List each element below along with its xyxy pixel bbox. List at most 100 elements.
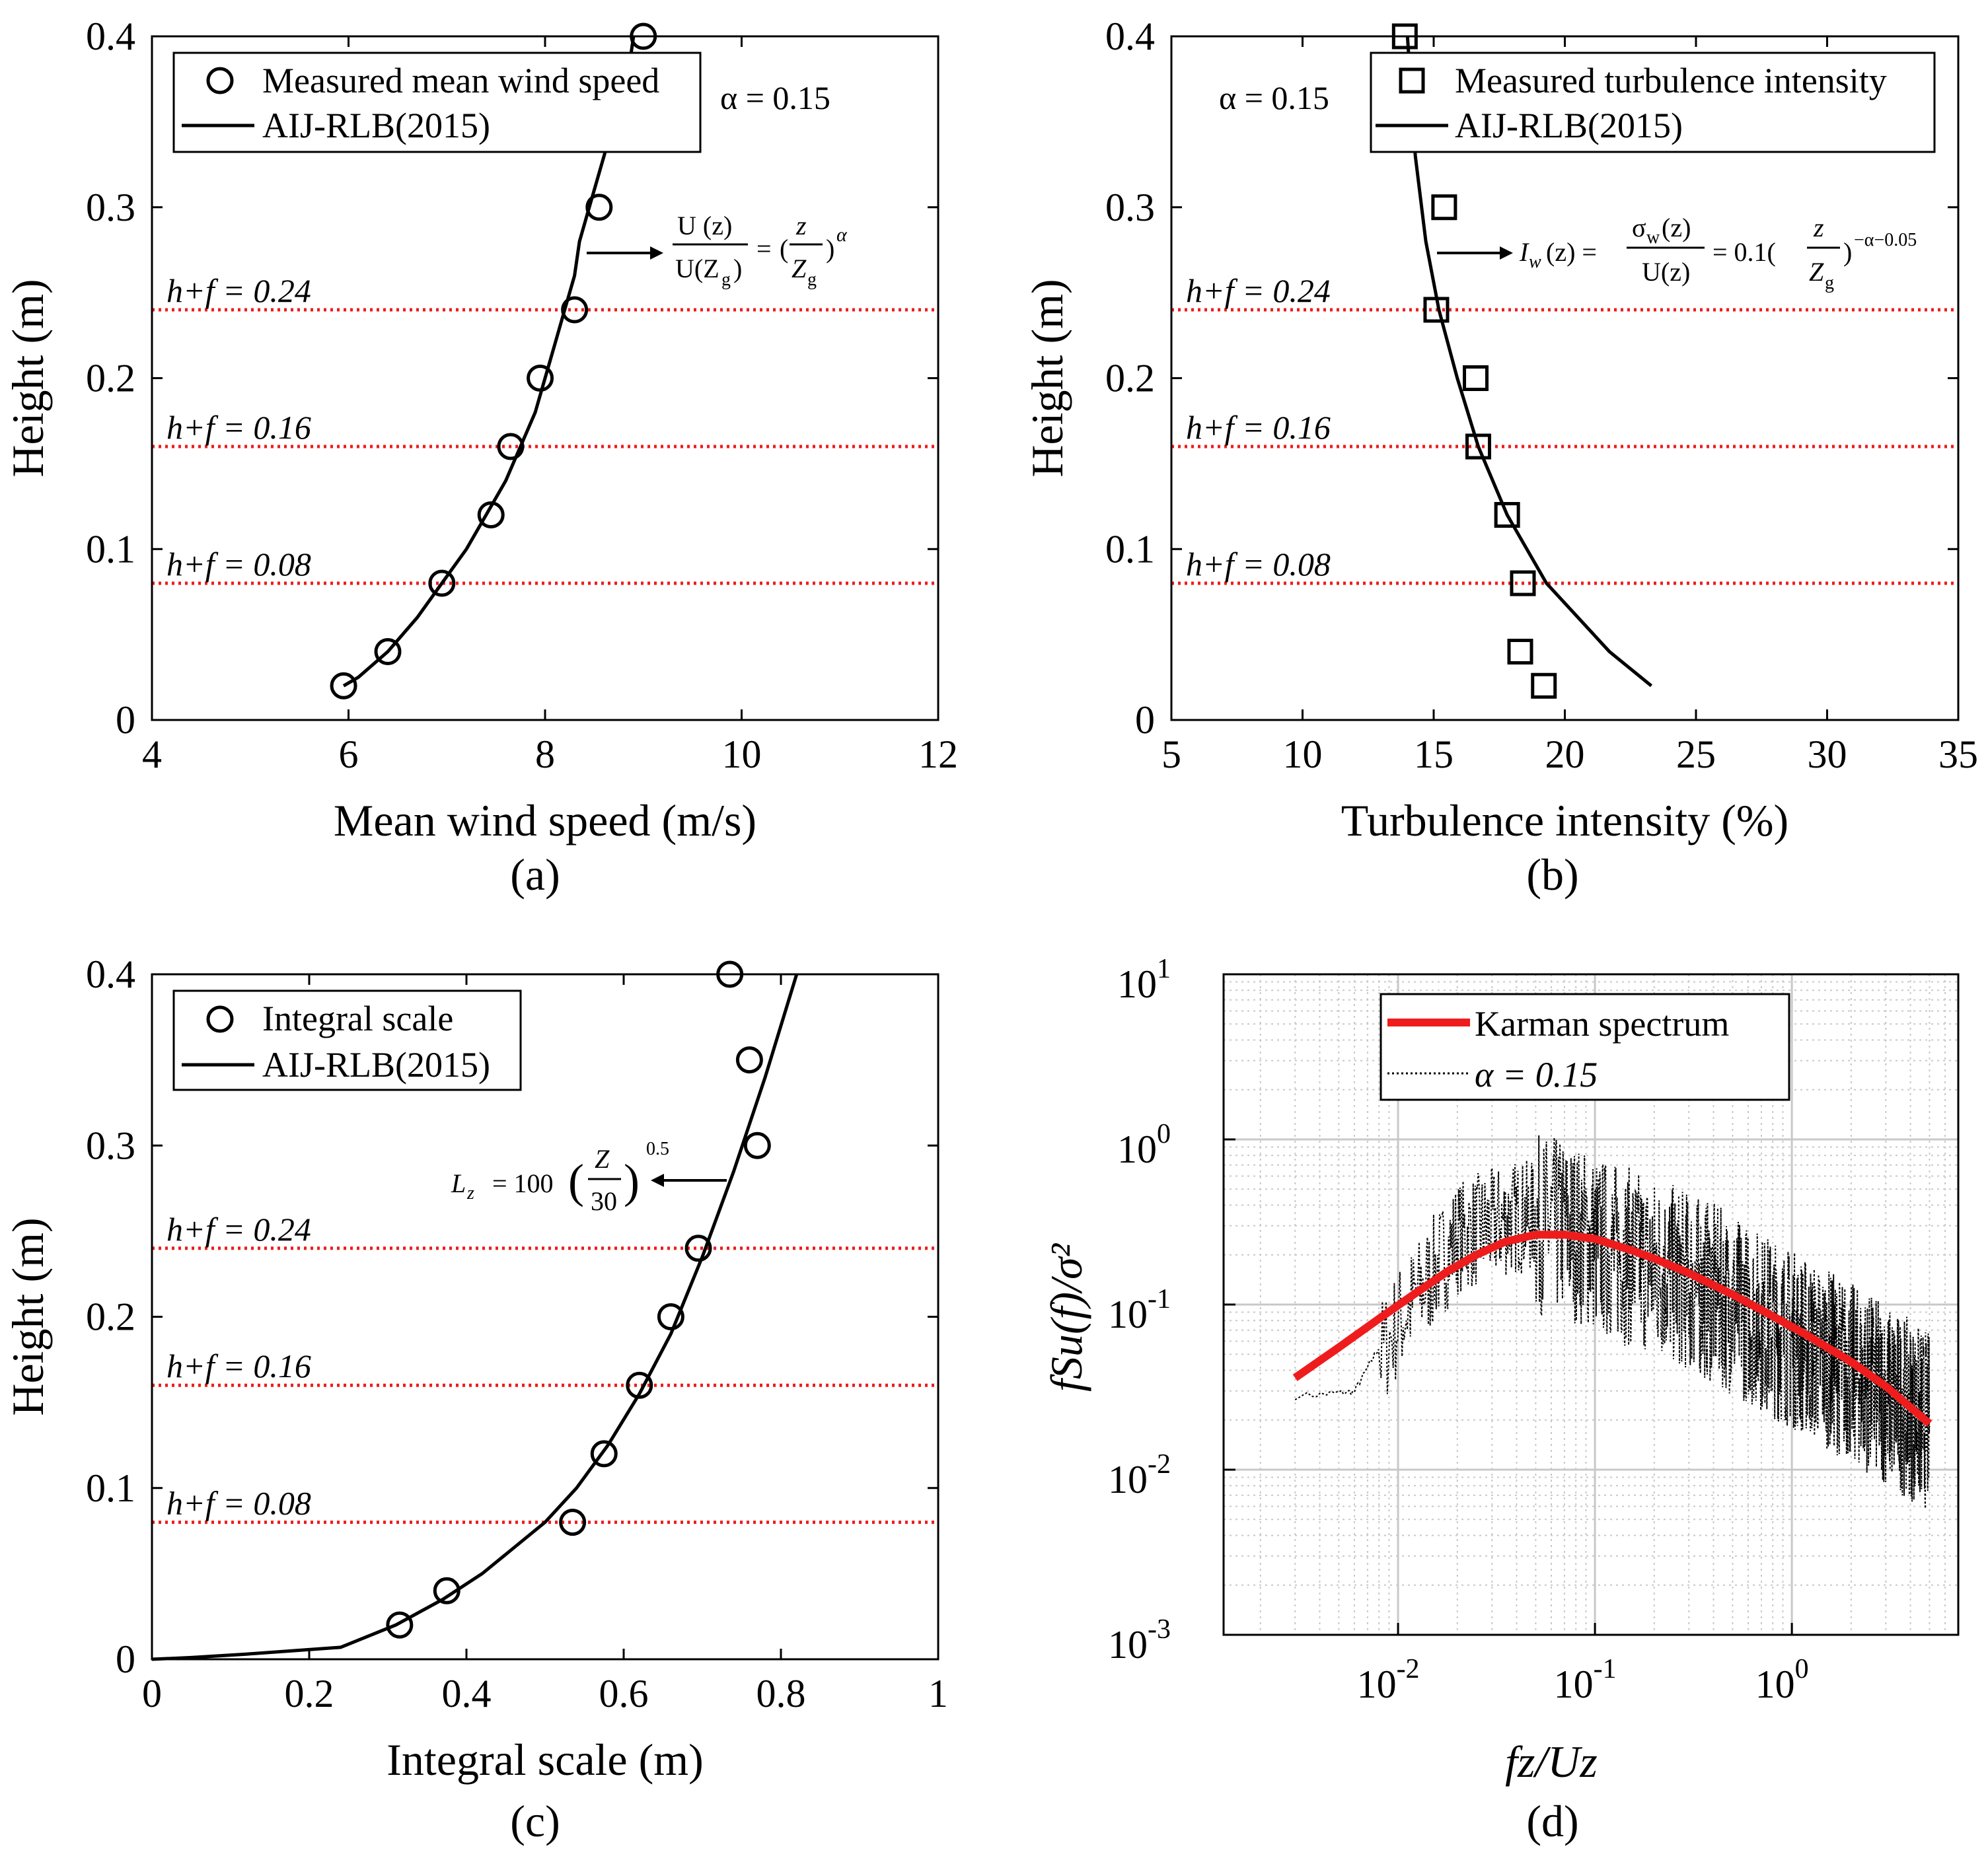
reference-line-label: h+f = 0.08 — [1186, 546, 1331, 583]
data-point — [1510, 570, 1536, 596]
panel-b-turbulence-intensity: h+f = 0.08 h+f = 0.16 h+f = 0.24 5 10 15 20 25 3… — [1022, 15, 1978, 900]
reference-line-label: h+f = 0.24 — [166, 272, 311, 309]
legend-marker-circle — [206, 1005, 234, 1033]
reference-line-label: h+f = 0.08 — [166, 1485, 311, 1522]
tick-base: 10 — [1755, 1663, 1795, 1706]
tick-base: 10 — [1554, 1663, 1594, 1706]
eq-a-den-sub: g — [721, 269, 731, 290]
panel-c-integral-scale: h+f = 0.08 h+f = 0.16 h+f = 0.24 0 0.2 0.4 0.6… — [3, 952, 948, 1846]
legend-marker-square — [1399, 67, 1425, 94]
legend-entry: Measured turbulence intensity — [1455, 61, 1887, 100]
data-point — [1423, 297, 1450, 323]
legend-box — [172, 52, 702, 153]
eq-a-equals: = — [756, 234, 772, 264]
panel-label: (a) — [510, 849, 560, 900]
data-point — [477, 501, 505, 528]
tick-base: 10 — [1108, 1458, 1148, 1501]
eq-b-exp: −α−0.05 — [1854, 230, 1917, 250]
y-tick-label: 101 — [1117, 954, 1171, 1006]
reference-line-label: h+f = 0.24 — [166, 1211, 311, 1248]
y-tick-label: 0 — [116, 698, 135, 742]
legend-box — [1380, 993, 1790, 1101]
data-point — [585, 194, 613, 221]
eq-b-lhs-sub: w — [1529, 252, 1541, 272]
legend-box — [172, 989, 522, 1091]
tick-exponent: 0 — [1795, 1654, 1809, 1684]
tick-exponent: -2 — [1397, 1654, 1420, 1684]
x-tick-label: 12 — [918, 733, 958, 776]
x-tick-label: 100 — [1755, 1654, 1809, 1706]
y-tick-label: 0.4 — [1105, 15, 1155, 58]
karman-spectrum-line — [1292, 1231, 1933, 1427]
alpha-label: α = 0.15 — [1219, 79, 1329, 116]
data-point — [386, 1611, 414, 1639]
eq-c-frac-den: 30 — [591, 1186, 617, 1216]
eq-c-exp: 0.5 — [646, 1139, 669, 1159]
y-tick-label: 0.4 — [86, 15, 135, 58]
tick-exponent: -2 — [1148, 1449, 1171, 1480]
x-tick-label: 8 — [535, 733, 555, 776]
tick-exponent: 1 — [1157, 954, 1171, 984]
x-tick-label: 10-1 — [1554, 1654, 1617, 1706]
legend-entry: AIJ-RLB(2015) — [262, 106, 490, 145]
data-point — [559, 1509, 587, 1536]
y-tick-label: 100 — [1117, 1119, 1171, 1171]
x-tick-label: 25 — [1676, 733, 1716, 776]
tick-exponent: -3 — [1148, 1614, 1171, 1645]
y-axis-label: Height (m) — [3, 1217, 53, 1416]
x-tick-label: 10 — [722, 733, 762, 776]
tick-base: 10 — [1108, 1293, 1148, 1336]
tick-base: 10 — [1117, 1128, 1157, 1171]
eq-b-mid: = 0.1( — [1712, 237, 1776, 267]
y-tick-label: 0.1 — [86, 527, 135, 571]
data-point — [735, 1046, 763, 1074]
x-tick-label: 0.8 — [756, 1672, 806, 1715]
data-point — [527, 365, 554, 392]
x-tick-label: 4 — [142, 733, 162, 776]
eq-a-frac-den: Z — [792, 254, 807, 283]
y-tick-label: 0.2 — [86, 1295, 135, 1339]
data-point — [497, 433, 525, 460]
tick-base: 10 — [1357, 1663, 1397, 1706]
tick-exponent: -1 — [1594, 1654, 1617, 1684]
eq-a-paren-close: ) — [826, 234, 834, 264]
eq-a-exp: α — [836, 224, 848, 246]
y-tick-label: 10-1 — [1108, 1284, 1171, 1336]
y-tick-label: 0.3 — [86, 186, 135, 229]
legend-entry: AIJ-RLB(2015) — [262, 1045, 490, 1085]
x-tick-label: 30 — [1808, 733, 1847, 776]
y-tick-label: 0.2 — [86, 357, 135, 400]
equation-a: U (z) U(Z g ) = ( z Z g ) α — [673, 211, 848, 290]
legend-entry: Measured mean wind speed — [262, 61, 659, 100]
x-tick-label: 6 — [339, 733, 359, 776]
panel-label: (d) — [1526, 1796, 1578, 1846]
eq-c-mid: = 100 — [492, 1168, 554, 1198]
x-tick-label: 0.2 — [285, 1672, 334, 1715]
eq-b-frac-den: Z — [1809, 257, 1824, 287]
data-point — [590, 1440, 618, 1468]
data-point — [1531, 672, 1557, 699]
data-point — [1494, 502, 1520, 528]
equation-b: I w (z) = σ w (z) U(z) = 0.1( z Z g ) −α… — [1519, 213, 1917, 293]
eq-c-lhs-sub: z — [466, 1183, 474, 1203]
legend-marker-circle — [206, 67, 234, 94]
data-point — [1507, 639, 1533, 664]
x-axis-label: Mean wind speed (m/s) — [334, 795, 756, 845]
data-point — [561, 296, 589, 324]
data-point — [1431, 194, 1457, 221]
panel-d-spectrum: 10-2 10-1 10010-310-210-1100101fz/UzfSu(f)… — [1041, 954, 1960, 1846]
eq-c-paren-open: ( — [568, 1155, 584, 1207]
eq-a-frac-den-sub: g — [807, 269, 817, 290]
eq-b-num-sub: w — [1646, 227, 1660, 248]
eq-c-paren-close: ) — [624, 1155, 640, 1207]
annotation-arrowhead — [650, 246, 663, 260]
y-tick-label: 0.2 — [1105, 357, 1155, 400]
x-axis-label: Turbulence intensity (%) — [1341, 795, 1788, 845]
x-tick-label: 0.4 — [442, 1672, 492, 1715]
y-axis-label: Height (m) — [1022, 279, 1072, 477]
eq-c-frac-num: Z — [595, 1144, 610, 1174]
data-point — [626, 1371, 653, 1399]
annotation-arrowhead — [651, 1174, 664, 1187]
tick-exponent: -1 — [1148, 1284, 1171, 1314]
